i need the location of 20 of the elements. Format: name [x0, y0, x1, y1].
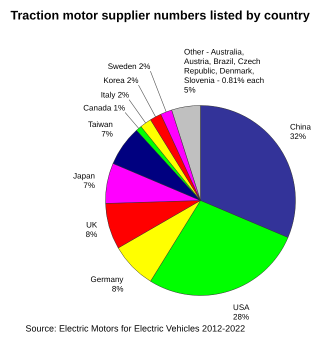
chart-title: Traction motor supplier numbers listed by country — [10, 8, 310, 22]
data-label: 28% — [233, 312, 250, 322]
slice-label: Sweden 2% — [108, 62, 150, 72]
slice-label: Japan — [73, 172, 95, 181]
slice-label: Germany — [90, 275, 124, 284]
data-label: 7% — [101, 129, 113, 138]
slice-label: Taiwan — [88, 120, 113, 129]
slice-label: Canada 1% — [83, 103, 126, 112]
source-note: Source: Electric Motors for Electric Vehicles 2012-2022 — [26, 324, 246, 334]
slice-label: Korea 2% — [103, 76, 138, 85]
slice-label: Italy 2% — [100, 90, 130, 100]
data-label: 8% — [86, 230, 98, 240]
slice-label: China — [290, 122, 312, 132]
data-label: 32% — [290, 132, 306, 142]
data-label: 8% — [112, 284, 124, 294]
slice-label: USA — [233, 302, 250, 312]
slice-label: UK — [86, 220, 98, 230]
data-label: 5% — [184, 85, 196, 94]
slice-label: Other - Australia, Austria, Brazil, Czech Republic, Denmark, Slovenia - 0.81% each — [184, 47, 264, 85]
data-label: 7% — [83, 181, 95, 190]
